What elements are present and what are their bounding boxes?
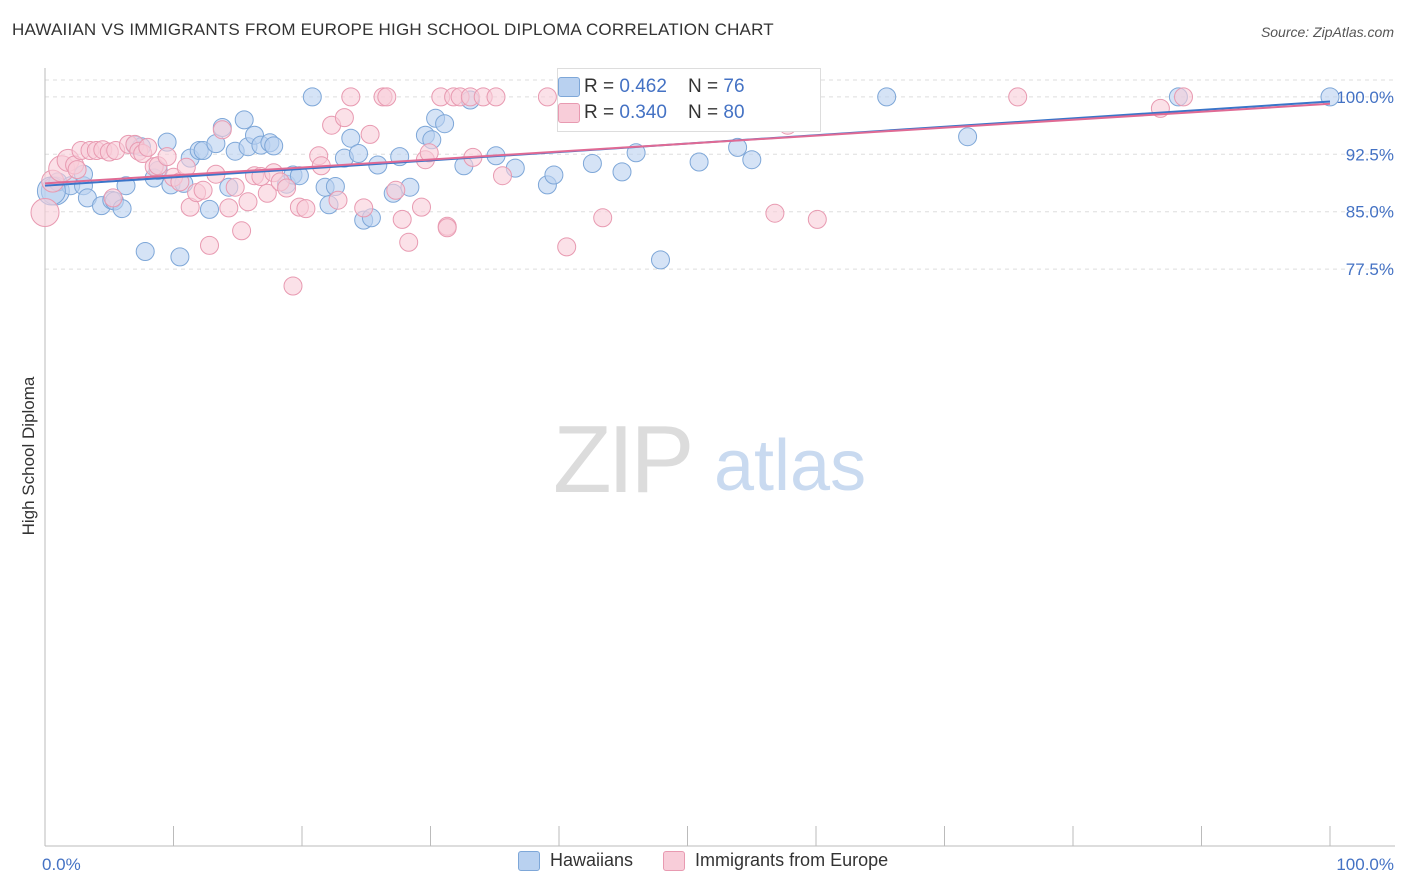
point-hawaiians	[612, 162, 632, 182]
point-immigrants	[341, 87, 361, 107]
point-hawaiians	[200, 199, 219, 219]
point-hawaiians	[689, 152, 709, 172]
point-hawaiians	[728, 137, 748, 157]
point-immigrants	[765, 203, 785, 223]
point-immigrants	[377, 87, 397, 107]
point-hawaiians	[544, 165, 564, 185]
legend-row-hawaiians: R = 0.462 N = 76	[558, 74, 745, 100]
legend-label-hawaiians: Hawaiians	[550, 850, 634, 870]
point-hawaiians	[582, 154, 602, 173]
legend-swatch-pink	[663, 850, 686, 871]
y-tick-label: 92.5%	[1346, 145, 1394, 164]
point-immigrants	[807, 209, 827, 229]
x-tick-label: 0.0%	[42, 855, 81, 874]
point-immigrants	[200, 235, 219, 255]
point-immigrants	[296, 199, 316, 219]
legend-r-label: R =	[584, 102, 620, 123]
point-immigrants	[193, 180, 213, 200]
point-immigrants	[103, 188, 123, 208]
point-hawaiians	[742, 150, 762, 170]
point-immigrants	[537, 87, 557, 107]
point-hawaiians	[435, 114, 455, 134]
point-immigrants	[486, 87, 506, 107]
point-hawaiians	[302, 87, 322, 107]
point-immigrants	[334, 108, 354, 128]
watermark-zip: ZIP	[553, 406, 690, 513]
point-immigrants	[328, 190, 348, 210]
point-immigrants	[392, 209, 412, 229]
source-label: Source: ZipAtlas.com	[1260, 24, 1394, 40]
point-immigrants	[354, 198, 374, 218]
watermark-atlas: atlas	[714, 426, 866, 506]
point-immigrants	[593, 208, 613, 228]
y-tick-label: 100.0%	[1336, 88, 1394, 107]
legend-label-immigrants: Immigrants from Europe	[695, 850, 889, 870]
point-immigrants	[419, 143, 439, 163]
y-axis-label: High School Diploma	[19, 376, 38, 535]
legend-r-value: 0.462	[619, 76, 667, 97]
legend-n-label: N =	[688, 76, 724, 97]
point-immigrants	[225, 177, 245, 197]
chart-title: HAWAIIAN VS IMMIGRANTS FROM EUROPE HIGH …	[12, 20, 774, 39]
point-immigrants	[138, 137, 158, 157]
point-immigrants	[257, 183, 277, 203]
point-immigrants	[412, 197, 431, 217]
point-immigrants	[399, 232, 419, 252]
point-hawaiians	[170, 247, 190, 267]
point-hawaiians	[651, 250, 670, 270]
point-hawaiians	[135, 242, 155, 261]
legend-n-value: 80	[723, 102, 745, 123]
point-hawaiians	[264, 136, 284, 156]
legend-row-immigrants: R = 0.340 N = 80	[558, 100, 745, 126]
point-immigrants	[360, 124, 380, 144]
bottom-legend: Hawaiians Immigrants from Europe	[518, 850, 918, 871]
trend-lines	[44, 100, 1331, 187]
point-immigrants	[67, 160, 87, 180]
point-hawaiians	[234, 110, 254, 130]
trend-line-immigrants	[44, 102, 1331, 185]
point-immigrants	[437, 218, 457, 238]
point-immigrants	[238, 192, 258, 212]
point-hawaiians	[341, 128, 361, 148]
y-tick-label: 77.5%	[1346, 260, 1394, 279]
point-immigrants	[30, 198, 60, 227]
point-immigrants	[386, 180, 406, 200]
legend-n-value: 76	[723, 76, 745, 97]
point-immigrants	[157, 147, 177, 167]
legend-swatch-blue	[518, 850, 540, 871]
legend-swatch-pink	[558, 103, 580, 123]
legend-item-immigrants: Immigrants from Europe	[663, 850, 888, 871]
point-immigrants	[277, 178, 297, 198]
point-immigrants	[219, 198, 239, 218]
legend-box: R = 0.462 N = 76 R = 0.340 N = 80	[557, 68, 821, 132]
point-hawaiians	[877, 87, 897, 107]
x-tick-label: 100.0%	[1336, 855, 1394, 874]
legend-item-hawaiians: Hawaiians	[518, 850, 633, 871]
y-tick-label: 85.0%	[1346, 203, 1394, 222]
legend-n-label: N =	[688, 102, 724, 123]
point-immigrants	[283, 276, 303, 296]
point-immigrants	[232, 221, 252, 241]
legend-r-label: R =	[584, 76, 620, 97]
legend-swatch-blue	[558, 77, 580, 97]
point-immigrants	[493, 166, 512, 186]
point-immigrants	[1174, 87, 1193, 107]
legend-r-value: 0.340	[619, 102, 667, 123]
point-hawaiians	[958, 127, 978, 147]
point-immigrants	[1008, 87, 1028, 107]
tick-labels: 77.5% 85.0% 92.5% 100.0% 0.0% 100.0%	[42, 88, 1394, 874]
point-hawaiians	[626, 143, 646, 163]
point-immigrants	[557, 237, 577, 257]
point-hawaiians	[349, 144, 368, 163]
point-immigrants	[212, 120, 232, 140]
